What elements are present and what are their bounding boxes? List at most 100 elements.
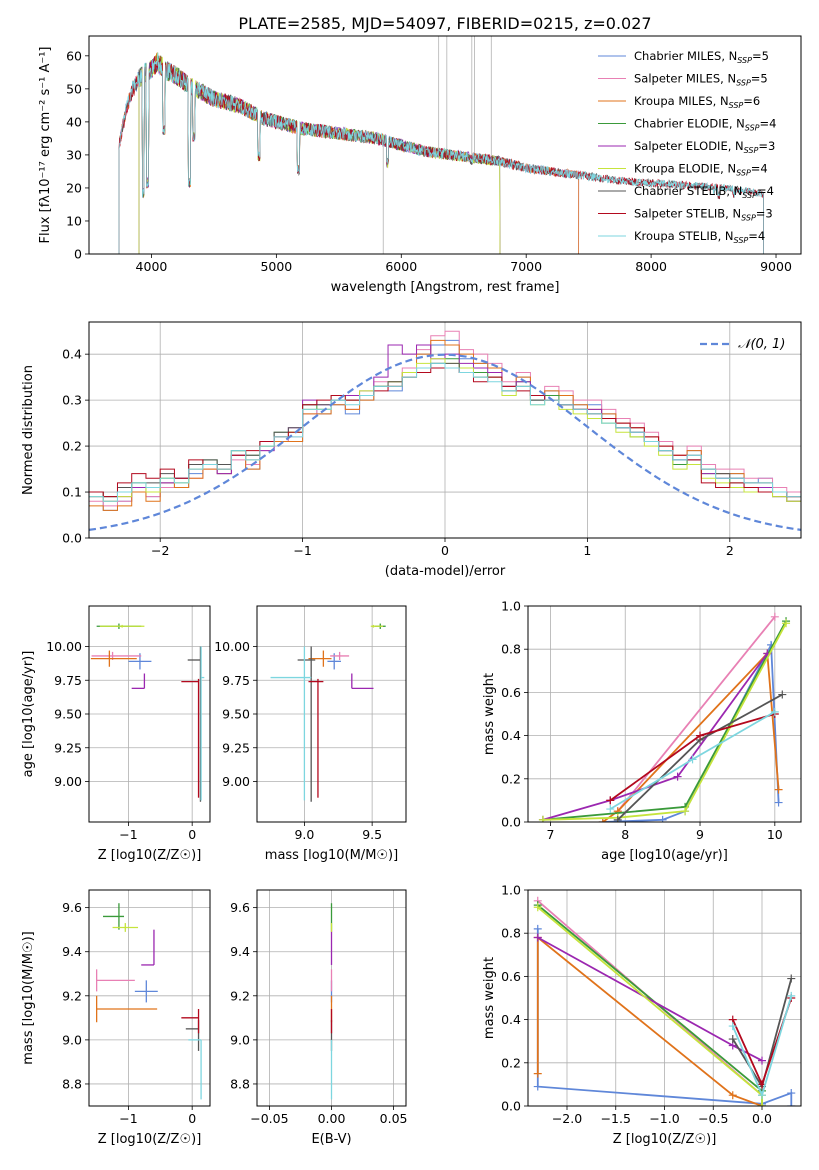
legend-subscript: SSP (742, 191, 757, 200)
y-tick-label: 40 (66, 114, 82, 129)
legend-label: 𝒩(0, 1) (738, 337, 785, 352)
legend-nssp: =5 (752, 49, 769, 63)
axes-frame (88, 889, 211, 1107)
legend-label: Chabrier MILES, NSSP=5 (634, 49, 769, 65)
legend-model-name: Kroupa STELIB, N (634, 229, 734, 243)
weight-point-marker (598, 818, 607, 822)
x-tick-label: 5000 (260, 259, 292, 274)
weight-point-marker (613, 815, 622, 822)
y-tick-label: 9.4 (230, 944, 250, 959)
weight-series-line (617, 616, 776, 812)
y-tick-label: 20 (66, 180, 82, 195)
legend-label: Salpeter STELIB, NSSP=3 (634, 207, 773, 223)
mass_vs_z-panel: −1 0 8.8 9.0 9.2 9.4 9.6 Z [log10(Z/Z☉)] mass [l… (21, 889, 211, 1147)
x-tick-label: 0.00 (318, 1111, 346, 1126)
x-tick-label: 4000 (136, 259, 168, 274)
legend-model-name: Salpeter MILES, N (634, 72, 736, 86)
residuals-panel: −2 −1 0 1 2 0.0 0.1 0.2 0.3 0.4 (data-model)/error… (21, 321, 802, 579)
y-tick-label: 9.75 (222, 673, 250, 688)
x-axis-label: mass [log10(M/M☉)] (265, 848, 398, 863)
error-bars (270, 623, 386, 802)
weight-point-marker (533, 903, 542, 912)
legend-model-name: Salpeter STELIB, N (634, 207, 741, 221)
y-tick-label: 50 (66, 81, 82, 96)
spectrum-panel: 4000 5000 6000 7000 8000 9000 0 10 20 30 40 50 60 wav… (38, 35, 802, 295)
weight-point-marker (787, 991, 796, 1000)
y-tick-label: 9.00 (54, 774, 82, 789)
weight-point-marker (758, 1091, 766, 1100)
weight-point-marker (673, 772, 682, 781)
legend-model-name: Kroupa ELODIE, N (634, 162, 736, 176)
weight-point-marker (758, 1056, 766, 1065)
weight-point-marker (658, 815, 667, 822)
legend-nssp: =5 (751, 72, 768, 86)
y-tick-label: 9.2 (230, 988, 250, 1003)
legend-model-name: Chabrier MILES, N (634, 49, 737, 63)
x-axis-label: Z [log10(Z/Z☉)] (98, 1132, 202, 1147)
panels: 4000 5000 6000 7000 8000 90000102030405060wav… (21, 35, 802, 1147)
legend-label: Kroupa ELODIE, NSSP=4 (634, 162, 768, 178)
weight-series-line (602, 651, 780, 822)
y-tick-label: 1.0 (501, 883, 521, 898)
legend-model-name: Salpeter ELODIE, N (634, 139, 744, 153)
weight-point-marker (533, 1082, 542, 1091)
y-tick-label: 0 (74, 247, 82, 262)
x-tick-label: 9.5 (362, 827, 382, 842)
x-tick-label: 9000 (760, 259, 792, 274)
weight-point-marker (774, 785, 783, 794)
weight-lines (533, 896, 796, 1106)
y-tick-label: 10.00 (214, 639, 250, 654)
y-tick-label: 0.1 (62, 485, 82, 500)
weight-point-marker (728, 1022, 737, 1031)
weight-point-marker (778, 690, 787, 699)
axes-frame (88, 35, 802, 255)
x-tick-label: −1 (119, 1111, 137, 1126)
weight-point-marker (787, 1089, 796, 1098)
x-tick-label: 7 (546, 827, 554, 842)
weight-point-marker (681, 807, 690, 816)
y-tick-label: 8.8 (62, 1076, 82, 1091)
y-tick-label: 9.6 (230, 900, 250, 915)
y-tick-label: 0.4 (501, 1012, 521, 1027)
weight-point-marker (770, 707, 779, 716)
y-tick-label: 0.0 (62, 531, 82, 546)
x-axis-label: age [log10(age/yr)] (601, 848, 728, 863)
y-tick-label: 0.4 (501, 728, 521, 743)
x-tick-label: 0.05 (380, 1111, 408, 1126)
x-tick-label: 8000 (635, 259, 667, 274)
y-tick-label: 0.6 (501, 969, 521, 984)
weight-point-marker (787, 974, 796, 983)
weight-point-marker (606, 796, 615, 805)
legend-subscript: SSP (744, 146, 759, 155)
x-tick-label: 6000 (385, 259, 417, 274)
legend-subscript: SSP (736, 79, 751, 88)
x-tick-label: −1.0 (649, 1111, 679, 1126)
weight-point-marker (533, 1069, 542, 1078)
y-tick-label: 9.75 (54, 673, 82, 688)
y-tick-label: 9.50 (222, 707, 250, 722)
weight-lines (538, 612, 791, 822)
legend-nssp: =4 (757, 184, 774, 198)
legend-label: Chabrier ELODIE, NSSP=4 (634, 117, 776, 133)
x-tick-label: −2.0 (552, 1111, 582, 1126)
weight-series-line (536, 935, 763, 1106)
weight-point-marker (533, 933, 542, 942)
y-tick-label: 0.8 (501, 926, 521, 941)
weight-point-marker (782, 619, 791, 628)
weight-point-marker (606, 805, 615, 814)
error-bars (95, 903, 202, 1100)
legend-nssp: =6 (743, 94, 760, 108)
legend-model-name: Chabrier STELIB, N (634, 184, 742, 198)
figure-title: PLATE=2585, MJD=54097, FIBERID=0215, z=0… (238, 14, 651, 33)
weight-point-marker (538, 815, 547, 822)
y-tick-label: 0.6 (501, 685, 521, 700)
weight-point-marker (696, 731, 705, 740)
weight-point-marker (770, 612, 779, 621)
x-tick-label: 9.0 (294, 827, 314, 842)
y-tick-label: 0.2 (62, 439, 82, 454)
x-tick-label: 10 (767, 827, 783, 842)
legend-subscript: SSP (736, 169, 751, 178)
x-tick-label: −0.5 (698, 1111, 728, 1126)
